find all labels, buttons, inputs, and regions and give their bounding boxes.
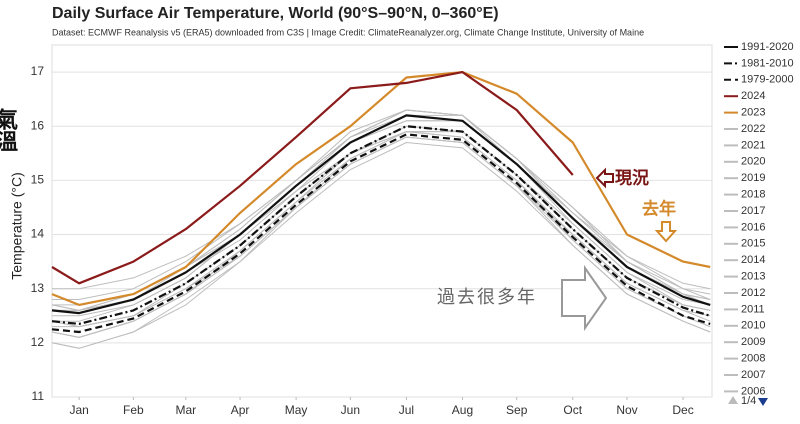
- x-tick-label: Sep: [506, 403, 528, 417]
- legend-label: 2008: [741, 353, 765, 365]
- series-line: [51, 136, 711, 349]
- x-tick-label: Jan: [69, 403, 88, 417]
- x-tick-label: Mar: [175, 403, 196, 417]
- y-tick-label: 16: [31, 118, 45, 132]
- legend-label: 2019: [741, 172, 765, 184]
- y-tick-label: 13: [31, 281, 45, 295]
- legend-label: 2011: [741, 303, 765, 315]
- legend-label: 2023: [741, 107, 765, 119]
- legend-label: 2018: [741, 189, 765, 201]
- annotation-last-year: 去年: [642, 198, 676, 218]
- y-tick-label: 17: [31, 64, 45, 78]
- series-line: [51, 71, 574, 285]
- y-tick-label: 11: [32, 389, 45, 403]
- y-tick-label: 15: [31, 173, 45, 187]
- chart-subtitle: Dataset: ECMWF Reanalysis v5 (ERA5) down…: [52, 27, 644, 37]
- legend-label: 2016: [741, 221, 765, 233]
- annotation-current: 現況: [615, 167, 649, 187]
- legend-label: 2020: [741, 156, 765, 168]
- legend-label: 2024: [741, 90, 765, 102]
- legend-label: 2010: [741, 320, 765, 332]
- x-tick-label: Jun: [341, 403, 360, 417]
- series-line: [51, 114, 711, 315]
- legend-label: 2006: [741, 385, 765, 397]
- page-prev[interactable]: [728, 396, 738, 404]
- legend-label: 2007: [741, 369, 765, 381]
- x-tick-label: Dec: [672, 403, 693, 417]
- arrow-current: [595, 167, 614, 189]
- side-label: 氣溫: [0, 107, 18, 152]
- legend-label: 2013: [741, 271, 765, 283]
- legend-label: 2012: [741, 287, 765, 299]
- legend-label: 1979-2000: [741, 74, 794, 86]
- legend-label: 2017: [741, 205, 765, 217]
- x-tick-label: Apr: [231, 403, 250, 417]
- x-tick-label: Jul: [399, 403, 414, 417]
- x-tick-label: Nov: [616, 403, 637, 417]
- x-tick-label: May: [285, 403, 308, 417]
- legend-label: 2021: [741, 139, 765, 151]
- legend-label: 1981-2010: [741, 57, 794, 69]
- y-axis-label: Temperature (°C): [9, 172, 25, 280]
- y-tick-label: 14: [31, 227, 45, 241]
- legend-label: 2015: [741, 238, 765, 250]
- series-line: [51, 125, 711, 325]
- legend-page: 1/4: [741, 395, 756, 407]
- legend-label: 1991-2020: [741, 41, 794, 53]
- legend-label: 2014: [741, 254, 765, 266]
- arrow-past-years: [561, 264, 608, 332]
- chart-title: Daily Surface Air Temperature, World (90…: [52, 5, 499, 22]
- series-line: [52, 120, 711, 322]
- annotation-past-years: 過去很多年: [437, 287, 537, 308]
- y-tick-label: 12: [31, 335, 45, 349]
- page-next[interactable]: [758, 398, 768, 406]
- series-line: [51, 133, 711, 334]
- arrow-last-year: [654, 221, 678, 243]
- x-tick-label: Oct: [563, 403, 582, 417]
- x-tick-label: Aug: [452, 403, 473, 417]
- plot-area: 11 12 13 14 15 16 17 Jan Feb Mar Apr May Jun Jul Aug Se…: [31, 44, 713, 417]
- legend-label: 2009: [741, 336, 765, 348]
- legend-label: 2022: [741, 123, 765, 135]
- x-tick-label: Feb: [123, 403, 144, 417]
- series-line: [51, 71, 711, 306]
- series-line: [51, 125, 711, 328]
